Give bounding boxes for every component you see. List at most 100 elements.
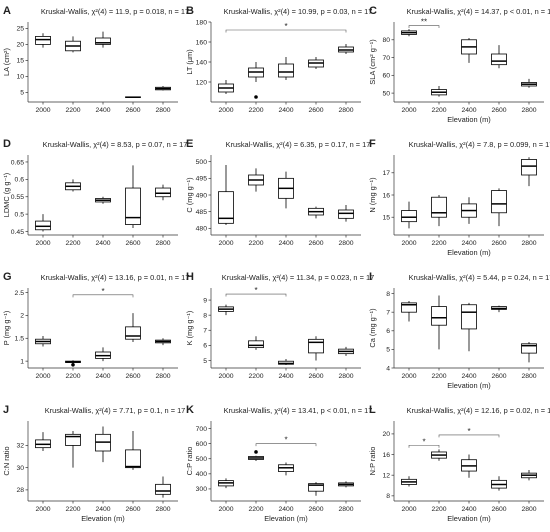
y-tick-label: 80	[382, 37, 390, 44]
box-iqr	[461, 304, 477, 330]
y-tick-label: 5	[386, 347, 390, 354]
y-tick-label: 20	[16, 42, 24, 49]
box-2600	[308, 336, 324, 361]
y-tick-label: 0.65	[11, 159, 24, 166]
panel-letter: K	[186, 404, 194, 416]
x-tick-label: 2800	[155, 506, 170, 513]
y-tick-label: 2.5	[15, 290, 25, 297]
box-iqr	[95, 37, 111, 45]
y-axis-label: SLA (cm² g⁻¹)	[368, 39, 377, 84]
y-axis-label: Ca (mg g⁻¹)	[368, 308, 377, 347]
x-tick-label: 2000	[35, 107, 50, 114]
y-tick-label: 1.5	[15, 336, 25, 343]
y-tick-label: 25	[16, 26, 24, 33]
x-tick-label: 2200	[65, 506, 80, 513]
panel-title: Kruskal-Wallis, χ²(4) = 13.41, p < 0.01,…	[224, 406, 373, 415]
y-tick-label: 28	[16, 487, 24, 494]
panel-letter: G	[3, 271, 12, 283]
panel-title: Kruskal-Wallis, χ²(4) = 11.9, p = 0.018,…	[41, 7, 189, 16]
box-2400	[461, 197, 477, 224]
x-tick-label: 2000	[35, 506, 50, 513]
box-iqr	[35, 220, 51, 231]
box-2200	[248, 62, 264, 82]
x-tick-label: 2400	[278, 240, 293, 247]
box-iqr	[338, 209, 354, 219]
box-2200	[431, 195, 447, 227]
y-tick-label: 8	[386, 291, 390, 298]
y-tick-label: 1	[20, 358, 24, 365]
box-2800	[155, 184, 171, 201]
y-axis-label: P (mg g⁻¹)	[2, 311, 11, 346]
y-tick-label: 0.5	[15, 211, 25, 218]
box-2600	[308, 206, 324, 219]
x-tick-label: 2200	[65, 240, 80, 247]
box-2800	[338, 346, 354, 356]
box-2400	[95, 196, 111, 204]
y-tick-label: 180	[196, 19, 208, 26]
box-iqr	[401, 302, 417, 313]
y-tick-label: 300	[196, 486, 208, 493]
x-axis-label: Elevation (m)	[81, 514, 125, 523]
y-tick-label: 400	[196, 471, 208, 478]
box-iqr	[491, 190, 507, 214]
x-tick-label: 2200	[431, 506, 446, 513]
significance-bracket	[408, 444, 440, 448]
box-2200	[65, 360, 81, 364]
panel-letter: I	[369, 271, 372, 283]
box-2800	[155, 338, 171, 346]
significance-label: *	[284, 436, 287, 445]
box-2000	[401, 201, 417, 229]
box-2000	[35, 214, 51, 232]
y-axis-label: N (mg g⁻¹)	[368, 177, 377, 212]
box-2600	[125, 313, 141, 342]
significance-bracket	[225, 293, 287, 297]
x-axis-label: Elevation (m)	[264, 514, 308, 523]
box-2200	[65, 179, 81, 192]
box-iqr	[155, 187, 171, 198]
panel-i: I Kruskal-Wallis, χ²(4) = 5.44, p = 0.24,…	[368, 271, 550, 390]
x-tick-label: 2600	[491, 107, 506, 114]
y-tick-label: 15	[16, 58, 24, 65]
x-tick-label: 2800	[155, 107, 170, 114]
box-2200	[431, 86, 447, 97]
x-tick-label: 2600	[491, 240, 506, 247]
y-tick-label: 500	[196, 456, 208, 463]
x-tick-label: 2600	[308, 240, 323, 247]
x-tick-label: 2200	[248, 373, 263, 380]
y-tick-label: 9	[203, 297, 207, 304]
box-2000	[218, 80, 234, 94]
box-iqr	[308, 338, 324, 354]
x-axis-label: Elevation (m)	[447, 115, 491, 124]
x-tick-label: 2200	[248, 506, 263, 513]
panel-letter: B	[186, 5, 194, 17]
box-2400	[95, 347, 111, 362]
y-axis-label: C:P ratio	[185, 447, 194, 476]
panel-l: L Kruskal-Wallis, χ²(4) = 12.16, p = 0.02…	[368, 404, 550, 523]
y-tick-label: 15	[382, 215, 390, 222]
panel-title: Kruskal-Wallis, χ²(4) = 10.99, p = 0.03,…	[224, 7, 373, 16]
box-2400	[95, 426, 111, 463]
x-tick-label: 2800	[338, 240, 353, 247]
x-tick-label: 2800	[155, 240, 170, 247]
box-2400	[95, 31, 111, 48]
box-2600	[125, 165, 141, 229]
x-tick-label: 2000	[401, 506, 416, 513]
significance-bracket	[408, 25, 440, 29]
box-2600	[308, 57, 324, 69]
y-tick-label: 4	[386, 365, 390, 372]
y-axis-label: LDMC (g g⁻¹)	[2, 173, 11, 218]
panel-letter: H	[186, 271, 194, 283]
x-tick-label: 2000	[401, 240, 416, 247]
y-tick-label: 60	[382, 73, 390, 80]
y-tick-label: 5	[203, 358, 207, 365]
panel-j: J Kruskal-Wallis, χ²(4) = 7.71, p = 0.1, …	[2, 404, 185, 523]
box-2200	[248, 455, 264, 461]
box-2800	[521, 341, 537, 363]
x-tick-label: 2200	[431, 240, 446, 247]
y-tick-label: 5	[20, 90, 24, 97]
y-tick-label: 10	[16, 74, 24, 81]
box-2000	[218, 478, 234, 489]
panel-title: Kruskal-Wallis, χ²(4) = 8.53, p = 0.07, …	[43, 140, 188, 149]
x-axis-label: Elevation (m)	[447, 248, 491, 257]
